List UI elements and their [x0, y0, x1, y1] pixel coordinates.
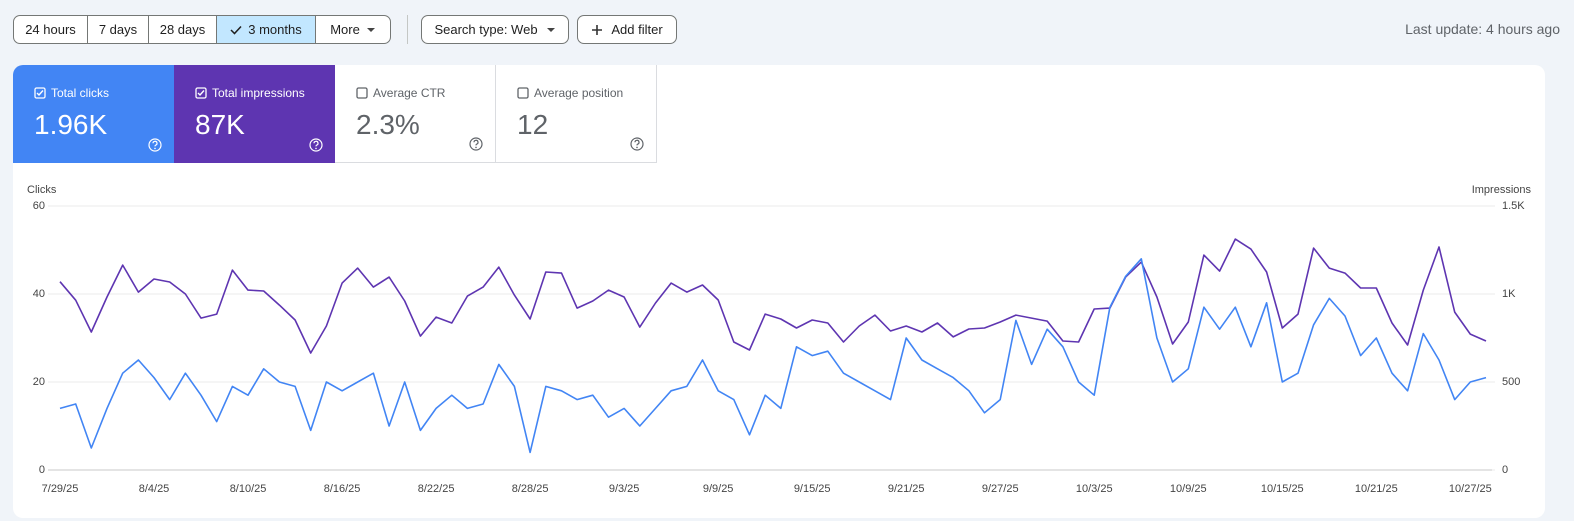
x-tick-label: 10/9/25 [1170, 483, 1207, 495]
help-icon[interactable] [309, 138, 323, 152]
last-update: Last update: 4 hours ago [1405, 21, 1560, 37]
metric-label: Total impressions [212, 86, 305, 100]
x-tick-label: 7/29/25 [42, 483, 79, 495]
y2-tick-label: 500 [1502, 376, 1520, 388]
x-tick-label: 10/3/25 [1076, 483, 1113, 495]
checkbox[interactable] [34, 87, 46, 99]
metric-label: Average CTR [373, 86, 446, 100]
y2-tick-label: 0 [1502, 464, 1508, 476]
x-tick-label: 8/10/25 [230, 483, 267, 495]
check-icon [230, 25, 242, 35]
x-tick-label: 9/21/25 [888, 483, 925, 495]
y2-tick-label: 1K [1502, 288, 1516, 300]
metric-label: Average position [534, 86, 624, 100]
metric-label-row: Total impressions [195, 86, 305, 100]
x-tick-label: 8/16/25 [324, 483, 361, 495]
y-tick-label: 40 [33, 288, 45, 300]
x-tick-label: 9/15/25 [794, 483, 831, 495]
metric-card[interactable]: Average CTR 2.3% [335, 65, 496, 163]
performance-panel: Total clicks 1.96K Total impressions 87K A… [13, 65, 1545, 518]
y2-axis-title: Impressions [1472, 184, 1532, 196]
metric-value: 87K [195, 109, 245, 140]
x-tick-label: 8/22/25 [418, 483, 455, 495]
x-tick-label: 9/27/25 [982, 483, 1019, 495]
search-type-button[interactable]: Search type: Web [421, 15, 569, 44]
metric-value: 2.3% [356, 109, 420, 140]
y-tick-label: 60 [33, 200, 45, 212]
range-label: 24 hours [25, 22, 76, 37]
y-tick-label: 20 [33, 376, 45, 388]
checkbox[interactable] [517, 87, 529, 99]
help-icon[interactable] [630, 137, 644, 151]
x-tick-label: 9/9/25 [703, 483, 734, 495]
range-button[interactable]: 28 days [149, 16, 217, 43]
y2-tick-label: 1.5K [1502, 200, 1525, 212]
metric-label-row: Average position [517, 86, 623, 100]
range-label: 3 months [248, 22, 302, 37]
metric-card[interactable]: Average position 12 [496, 65, 657, 163]
range-label: 28 days [159, 22, 206, 37]
x-tick-label: 8/28/25 [512, 483, 549, 495]
x-tick-label: 10/15/25 [1261, 483, 1304, 495]
x-tick-label: 10/21/25 [1355, 483, 1398, 495]
x-tick-label: 8/4/25 [139, 483, 170, 495]
checkbox[interactable] [195, 87, 207, 99]
dropdown-icon [546, 27, 555, 32]
range-button[interactable]: 3 months [217, 16, 316, 43]
help-icon[interactable] [148, 138, 162, 152]
data-line [59, 258, 1487, 454]
metric-label-row: Average CTR [356, 86, 445, 100]
date-range-group: 24 hours 7 days 28 days 3 months More [13, 15, 391, 44]
divider [407, 15, 408, 44]
metric-value: 12 [517, 109, 549, 140]
help-icon[interactable] [469, 137, 483, 151]
add-filter-label: Add filter [611, 22, 663, 37]
metric-label: Total clicks [51, 86, 110, 100]
metric-card[interactable]: Total clicks 1.96K [13, 65, 174, 163]
dropdown-icon [366, 27, 375, 32]
y-tick-label: 0 [39, 464, 45, 476]
metric-label-row: Total clicks [34, 86, 109, 100]
search-type-label: Search type: Web [434, 22, 538, 37]
more-button[interactable]: More [316, 16, 390, 43]
x-tick-label: 10/27/25 [1449, 483, 1492, 495]
plus-icon [592, 24, 603, 35]
add-filter-button[interactable]: Add filter [577, 15, 677, 44]
range-label: 7 days [98, 22, 138, 37]
range-button[interactable]: 7 days [88, 16, 149, 43]
more-label: More [330, 22, 360, 37]
data-line [59, 238, 1487, 354]
metric-value: 1.96K [34, 109, 108, 140]
x-tick-label: 9/3/25 [609, 483, 640, 495]
metric-card[interactable]: Total impressions 87K [174, 65, 335, 163]
range-button[interactable]: 24 hours [14, 16, 88, 43]
y-axis-title: Clicks [27, 184, 57, 196]
checkbox[interactable] [356, 87, 368, 99]
